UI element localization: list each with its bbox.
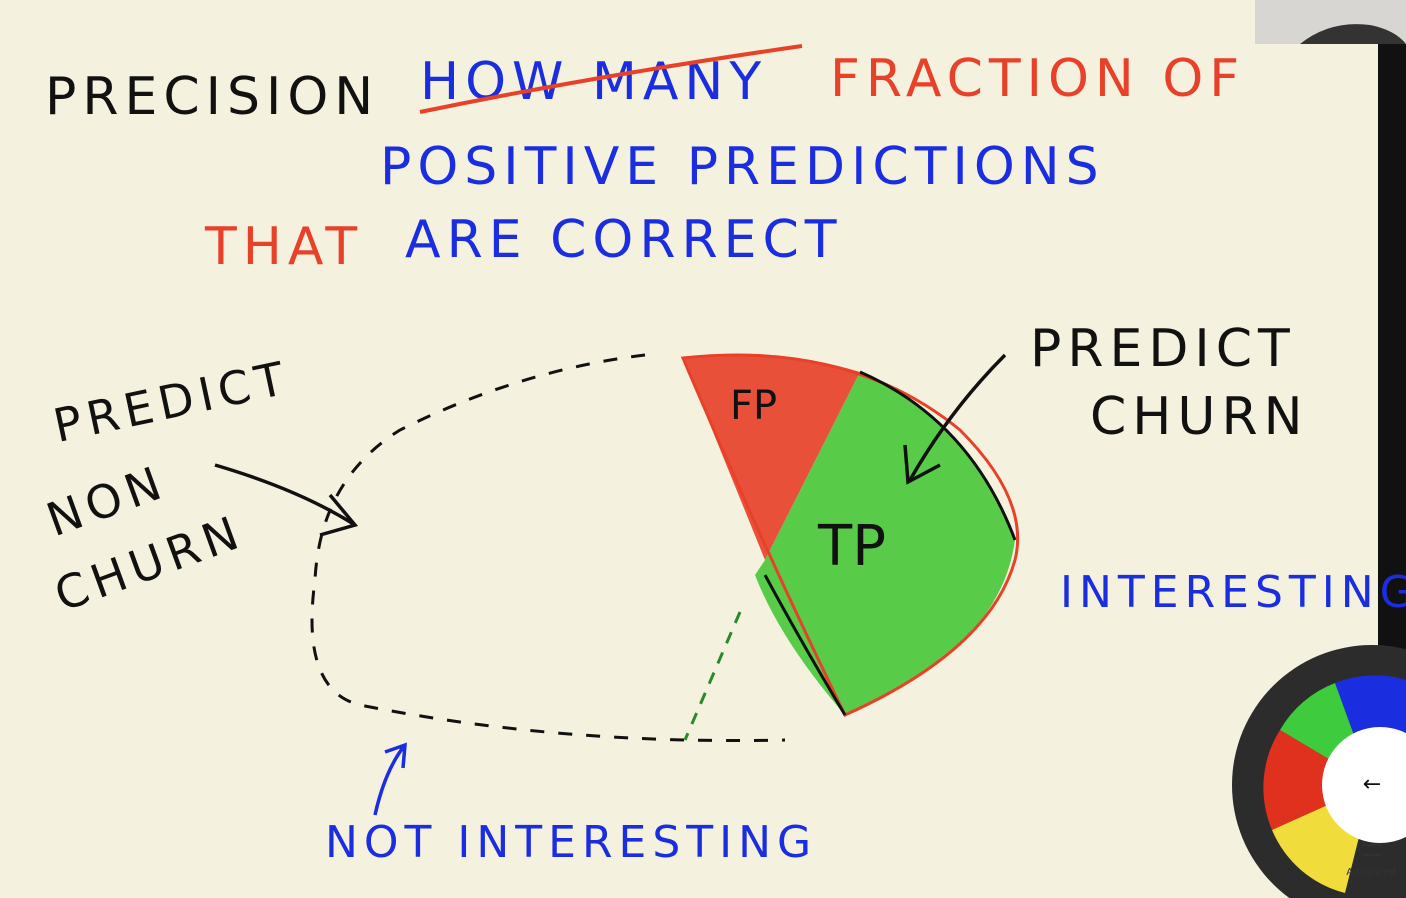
arrow (214, 463, 359, 537)
fp-region (683, 353, 860, 560)
fp-label: FP (730, 383, 777, 429)
strike-line (419, 44, 803, 114)
color-wheel: ← Advanced (1232, 645, 1406, 898)
advanced-button[interactable]: Advanced (1346, 867, 1395, 878)
right-label: PREDICT (1030, 319, 1296, 379)
interesting-label: INTERESTING (1060, 567, 1406, 618)
text-red: THAT (204, 217, 363, 277)
title: PRECISION (45, 67, 379, 127)
arrow (373, 742, 407, 816)
wheel-center (1322, 727, 1406, 843)
text-blue: ARE CORRECT (405, 210, 843, 270)
dashed-divider (683, 611, 742, 741)
settings-icon (1362, 844, 1382, 856)
webcam-person (1300, 24, 1406, 44)
text-red: FRACTION OF (830, 49, 1245, 109)
text-blue: POSITIVE PREDICTIONS (380, 137, 1105, 197)
swatch-red[interactable] (1263, 730, 1372, 830)
tp-outline (763, 574, 847, 716)
tp-region (755, 372, 1015, 715)
tp-label: TP (817, 514, 886, 579)
arrow (903, 353, 1007, 485)
not-interesting-label: NOT INTERESTING (325, 817, 817, 868)
back-button[interactable]: ← (1363, 772, 1381, 797)
right-label: CHURN (1090, 387, 1309, 447)
tp-outline (859, 370, 1017, 541)
